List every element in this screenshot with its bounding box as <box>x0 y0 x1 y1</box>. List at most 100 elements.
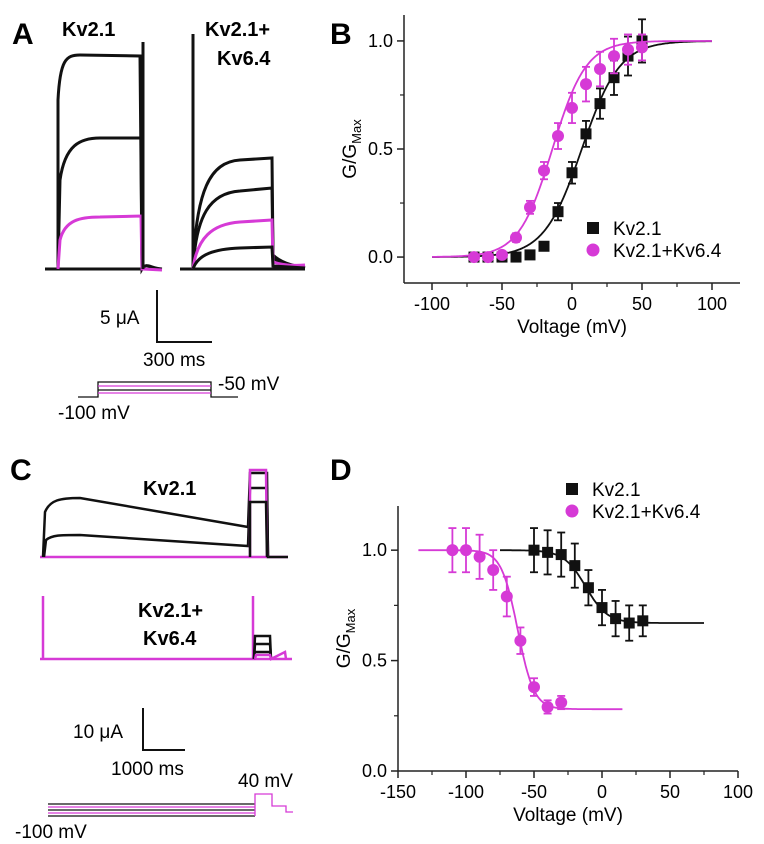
trace-mid <box>56 136 144 270</box>
legend-label: Kv2.1 <box>592 480 641 501</box>
data-point-kv21-kv64 <box>580 78 592 91</box>
scale-current-label: 10 μA <box>73 722 123 743</box>
trace-label-kv21: Kv2.1 <box>143 478 196 500</box>
current-traces-kv21-kv64 <box>40 596 292 661</box>
data-point-kv21-kv64 <box>566 101 578 114</box>
y-tick-label: 1.0 <box>368 31 393 51</box>
y-tick-label: 0.5 <box>368 139 393 159</box>
data-point-kv21 <box>582 582 594 594</box>
x-tick-label: -100 <box>448 782 484 802</box>
data-point-kv21-kv64 <box>528 681 540 694</box>
data-point-kv21 <box>610 613 622 625</box>
x-tick-label: -150 <box>380 782 416 802</box>
trace-label-kv21-kv64-line1: Kv2.1+ <box>138 600 203 622</box>
y-axis-title-main: G/G <box>334 633 355 668</box>
data-point-kv21-kv64 <box>487 564 500 577</box>
panel-a: A Kv2.1 Kv2.1+ Kv6.4 5 μA 300 ms <box>12 18 306 424</box>
data-point-kv21-kv64 <box>496 248 508 261</box>
legend-label: Kv2.1 <box>613 219 662 240</box>
x-tick-label: 0 <box>597 782 607 802</box>
scale-bar-lines <box>142 708 185 751</box>
trace-magenta <box>253 650 288 661</box>
y-tick-label: 0.5 <box>362 651 387 671</box>
data-point-kv21-kv64 <box>514 634 527 647</box>
data-point-kv21 <box>608 72 620 84</box>
data-point-kv21-kv64 <box>473 550 486 563</box>
data-point-kv21-kv64 <box>552 130 564 143</box>
trace-small <box>191 245 306 270</box>
x-tick-label: -100 <box>414 294 450 314</box>
x-axis-title: Voltage (mV) <box>513 805 623 826</box>
data-point-kv21-kv64 <box>446 544 459 557</box>
protocol-step-label: 40 mV <box>238 771 293 792</box>
x-tick-label: 50 <box>660 782 680 802</box>
data-point-kv21-kv64 <box>538 164 550 177</box>
legend-marker-kv21 <box>587 222 599 234</box>
protocol-holding-label: -100 mV <box>15 822 87 843</box>
x-tick-label: 50 <box>632 294 652 314</box>
y-axis-title: G/GMax <box>340 119 364 179</box>
data-point-kv21-kv64 <box>482 251 494 264</box>
protocol-test-step <box>254 793 293 816</box>
data-point-kv21 <box>510 251 522 263</box>
y-axis-title-subscript: Max <box>343 608 358 633</box>
protocol-step-label: -50 mV <box>218 374 280 395</box>
y-axis-title-main: G/G <box>340 144 361 179</box>
trace-label-kv21-kv64-line2: Kv6.4 <box>143 628 197 650</box>
data-point-kv21 <box>566 167 578 179</box>
data-point-kv21 <box>524 249 536 261</box>
data-point-kv21 <box>528 544 540 556</box>
data-point-kv21 <box>596 602 608 614</box>
protocol-holding-label: -100 mV <box>58 403 130 424</box>
chart-g-v-inactivation: -150 -100 -50 0 50 100 0.0 0.5 1.0 Voltage (mV) G/… <box>334 480 753 826</box>
panel-letter-c: C <box>10 454 32 487</box>
trace-mid <box>191 186 306 270</box>
data-point-kv21-kv64 <box>555 696 568 709</box>
data-point-kv21 <box>623 617 635 629</box>
trace-magenta <box>56 214 163 272</box>
trace-magenta <box>191 218 306 270</box>
legend-marker-kv21-kv64 <box>586 243 600 257</box>
data-point-kv21 <box>569 560 581 572</box>
voltage-protocol-c: -100 mV 40 mV <box>15 771 293 843</box>
data-point-kv21-kv64 <box>608 50 620 63</box>
x-tick-label: 100 <box>697 294 727 314</box>
data-point-kv21 <box>637 615 649 627</box>
panel-letter-a: A <box>12 18 34 51</box>
data-point-kv21-kv64 <box>468 251 480 264</box>
panel-b: B -100 -50 0 50 100 0.0 0.5 1.0 Voltage (mV) G/GM… <box>330 15 740 338</box>
x-tick-label: -50 <box>521 782 547 802</box>
fit-curve-kv21-kv64 <box>432 40 712 258</box>
chart-g-v-activation: -100 -50 0 50 100 0.0 0.5 1.0 Voltage (mV) G/GMax… <box>340 15 740 338</box>
voltage-protocol-a: -100 mV -50 mV <box>58 374 280 424</box>
data-point-kv21 <box>542 546 554 558</box>
data-point-kv21 <box>580 128 592 140</box>
y-tick-label: 0.0 <box>368 247 393 267</box>
scale-bar-lines <box>156 290 212 343</box>
scale-current-label: 5 μA <box>100 308 140 329</box>
data-point-kv21 <box>594 98 606 110</box>
scale-bar-a: 5 μA 300 ms <box>100 290 212 371</box>
data-point-kv21 <box>538 240 550 252</box>
data-point-kv21-kv64 <box>510 231 522 244</box>
trace-label-kv21-kv64-line2: Kv6.4 <box>217 48 271 70</box>
y-axis-title-subscript: Max <box>349 119 364 144</box>
scale-time-label: 1000 ms <box>111 759 184 780</box>
data-point-kv21-kv64 <box>594 63 606 76</box>
data-point-kv21 <box>555 549 567 561</box>
fit-curve-kv21 <box>432 40 712 258</box>
data-point-kv21-kv64 <box>622 43 634 56</box>
current-traces-kv21 <box>45 42 163 275</box>
data-point-kv21-kv64 <box>460 544 472 557</box>
legend-label: Kv2.1+Kv6.4 <box>613 241 722 262</box>
y-axis-title: G/GMax <box>334 608 358 668</box>
y-tick-label: 1.0 <box>362 540 387 560</box>
legend-marker-kv21-kv64 <box>565 504 579 518</box>
panel-letter-b: B <box>330 18 352 51</box>
x-tick-label: -50 <box>489 294 515 314</box>
x-tick-label: 100 <box>723 782 753 802</box>
trace-label-kv21-kv64-line1: Kv2.1+ <box>205 19 270 41</box>
current-traces-kv21 <box>40 468 288 559</box>
data-point-kv21 <box>552 206 564 218</box>
